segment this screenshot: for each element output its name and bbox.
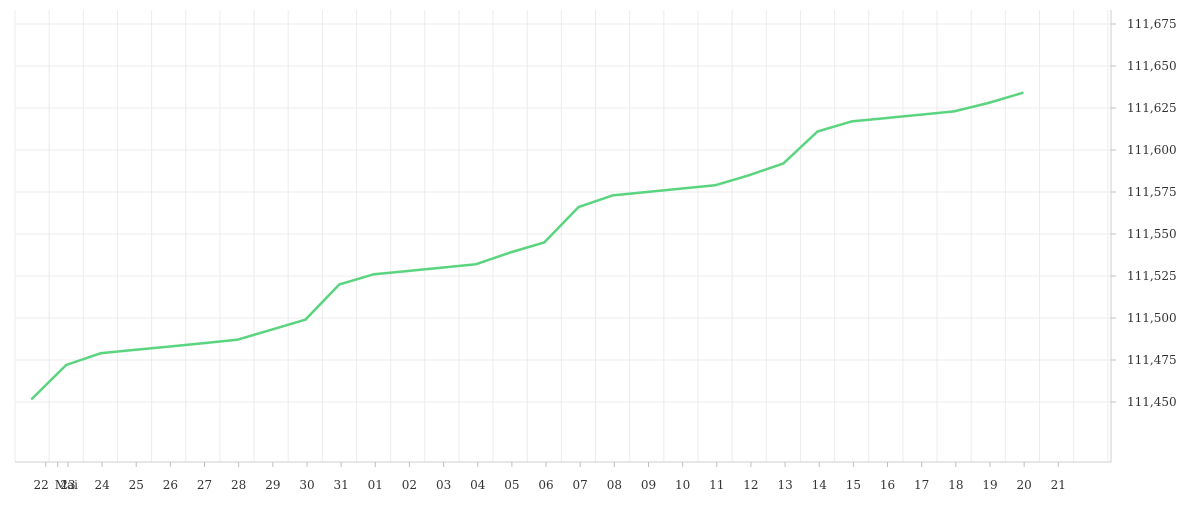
x-tick-label: 14 <box>812 478 828 492</box>
data-point <box>1021 91 1024 95</box>
data-point <box>440 266 444 269</box>
data-point <box>577 205 580 209</box>
x-tick-label: 30 <box>299 478 314 492</box>
x-tick-label: 01 <box>368 478 383 492</box>
y-axis-ticks: 111,450 111,475 111,500 111,525 111,550 111,5… <box>1111 17 1177 409</box>
data-point <box>167 345 170 348</box>
data-point <box>816 130 819 133</box>
data-point <box>235 338 239 341</box>
data-point <box>782 162 785 165</box>
data-point <box>406 269 409 273</box>
y-tick-label: 111,525 <box>1127 269 1177 283</box>
data-point <box>987 101 990 105</box>
data-point <box>713 184 717 187</box>
data-point <box>918 113 922 116</box>
data-point <box>65 363 68 367</box>
data-point <box>543 241 546 244</box>
x-tick-label: 26 <box>163 478 178 492</box>
axes <box>15 10 1112 463</box>
x-tick-label: 16 <box>880 478 895 492</box>
data-point <box>884 116 887 120</box>
data-point <box>99 352 102 355</box>
x-tick-label: 27 <box>197 478 212 492</box>
series-line <box>30 91 1024 400</box>
data-point <box>850 120 853 123</box>
x-tick-label: 08 <box>607 478 622 492</box>
x-tick-label: 28 <box>231 478 246 492</box>
data-point <box>304 318 307 321</box>
y-tick-label: 111,650 <box>1127 59 1177 73</box>
x-tick-label: 23 <box>60 478 75 492</box>
data-point <box>474 263 478 266</box>
y-tick-label: 111,600 <box>1127 143 1177 157</box>
x-tick-label: 20 <box>1016 478 1031 492</box>
x-tick-label: 10 <box>675 478 690 492</box>
y-tick-label: 111,550 <box>1127 227 1177 241</box>
x-tick-label: 11 <box>709 478 724 492</box>
y-tick-label: 111,575 <box>1127 185 1177 199</box>
x-tick-label: 12 <box>743 478 758 492</box>
x-tick-label: 17 <box>914 478 929 492</box>
data-point <box>679 187 683 190</box>
data-point <box>30 397 34 400</box>
grid <box>14 10 1111 462</box>
data-point <box>201 342 204 345</box>
data-point <box>611 194 614 197</box>
data-point <box>338 283 341 286</box>
series-layer <box>30 91 1024 400</box>
x-tick-label: 22 <box>33 478 48 492</box>
x-tick-label: 04 <box>470 478 486 492</box>
data-point <box>645 190 648 194</box>
x-tick-label: 19 <box>982 478 997 492</box>
x-tick-label: 29 <box>265 478 280 492</box>
x-tick-label: 05 <box>504 478 519 492</box>
y-tick-label: 111,500 <box>1127 311 1177 325</box>
y-tick-label: 111,475 <box>1127 353 1177 367</box>
x-tick-label: 15 <box>846 478 861 492</box>
data-point <box>372 273 375 276</box>
x-tick-label: 24 <box>94 478 110 492</box>
x-tick-label: Mai <box>55 478 78 492</box>
x-tick-label: 25 <box>129 478 144 492</box>
x-tick-label: 03 <box>436 478 451 492</box>
data-point <box>952 110 956 113</box>
x-tick-label: 07 <box>573 478 588 492</box>
x-tick-label: 09 <box>641 478 656 492</box>
x-tick-label: 18 <box>948 478 963 492</box>
y-tick-label: 111,625 <box>1127 101 1177 115</box>
x-tick-label: 06 <box>538 478 553 492</box>
data-point <box>509 251 512 254</box>
data-point <box>748 174 751 177</box>
y-tick-label: 111,450 <box>1127 395 1177 409</box>
x-tick-label: 31 <box>333 478 348 492</box>
data-point <box>269 328 273 331</box>
x-tick-label: 13 <box>777 478 792 492</box>
data-point <box>133 348 136 352</box>
x-tick-label: 21 <box>1051 478 1066 492</box>
x-tick-label: 02 <box>402 478 417 492</box>
y-tick-label: 111,675 <box>1127 17 1177 31</box>
